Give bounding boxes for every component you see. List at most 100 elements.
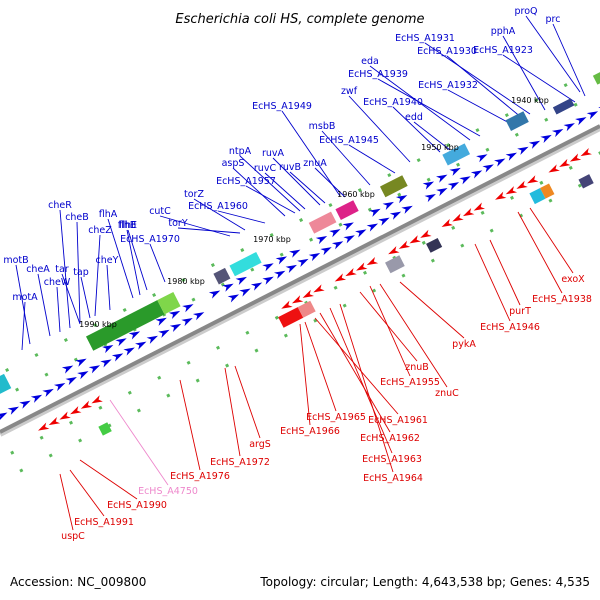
reverse-gene-arrow bbox=[580, 148, 592, 157]
leader-line bbox=[234, 365, 261, 439]
leader-line bbox=[517, 211, 563, 294]
leader-line bbox=[69, 469, 105, 517]
forward-gene-arrow bbox=[123, 347, 135, 356]
genome-backbone bbox=[0, 124, 600, 437]
gene-label: ruvB bbox=[279, 162, 301, 173]
forward-gene-arrow bbox=[169, 323, 182, 333]
leader-line bbox=[159, 215, 231, 237]
forward-gene-arrow bbox=[476, 154, 488, 163]
forward-gene-arrow bbox=[115, 338, 127, 347]
gene-cluster-navy bbox=[578, 174, 594, 189]
forward-gene-arrow bbox=[329, 229, 341, 238]
gene-label: EcHS_A1955 bbox=[380, 377, 440, 388]
gene-label: flhA bbox=[99, 209, 118, 220]
forward-gene-arrow bbox=[275, 256, 288, 265]
gene-label: znuA bbox=[303, 158, 327, 169]
gene-label: EcHS_A1970 bbox=[120, 234, 180, 245]
gene-label: EcHS_A1966 bbox=[280, 426, 340, 437]
leader-line bbox=[94, 234, 101, 317]
reverse-gene-arrow bbox=[473, 202, 486, 211]
gene-label: znuC bbox=[435, 388, 459, 399]
gene-cluster-green bbox=[86, 300, 165, 351]
gene-label: EcHS_A4750 bbox=[138, 486, 198, 497]
leader-line bbox=[474, 243, 511, 322]
reverse-gene-arrow bbox=[452, 213, 464, 222]
forward-gene-arrow bbox=[505, 152, 518, 161]
gene-labels: proQ prc pphA EcHS_A1931 EcHS_A1930EcHS_A192… bbox=[3, 6, 592, 542]
genome-summary: Topology: circular; Length: 4,643,538 bp… bbox=[259, 575, 590, 589]
gene-cluster-green bbox=[98, 422, 112, 436]
gene-label: EcHS_A1957 bbox=[216, 176, 276, 187]
forward-gene-arrow bbox=[250, 282, 263, 291]
leader-line bbox=[37, 273, 51, 337]
forward-gene-arrow bbox=[77, 371, 89, 380]
gene-label: aspS bbox=[222, 158, 245, 169]
gene-cluster-grey bbox=[385, 255, 405, 274]
leader-line bbox=[502, 35, 546, 111]
forward-gene-arrow bbox=[517, 146, 529, 155]
forward-gene-arrow bbox=[111, 353, 124, 362]
leader-line bbox=[377, 78, 481, 137]
gene-label: EcHS_A1949 bbox=[252, 101, 312, 112]
kbp-tick: 1950 kbp bbox=[421, 143, 459, 152]
reverse-gene-arrow bbox=[398, 240, 411, 249]
forward-gene-arrow bbox=[262, 276, 274, 285]
gene-label: EcHS_A1946 bbox=[480, 322, 540, 333]
leader-line bbox=[348, 95, 411, 163]
forward-gene-arrow bbox=[227, 294, 240, 303]
forward-gene-arrow bbox=[239, 288, 251, 297]
leader-line bbox=[239, 155, 301, 212]
forward-gene-arrow bbox=[297, 258, 309, 268]
leader-line bbox=[379, 283, 448, 388]
gene-cluster-grey bbox=[213, 267, 231, 285]
leader-line bbox=[359, 291, 418, 362]
gene-label: EcHS_A1962 bbox=[360, 433, 420, 444]
map-title: Escherichia coli HS, complete genome bbox=[175, 12, 424, 27]
gene-label: EcHS_A1990 bbox=[107, 500, 167, 511]
leader-line bbox=[281, 110, 341, 197]
gene-label: EcHS_A1960 bbox=[188, 201, 248, 212]
gene-label: EcHS_A1961 bbox=[368, 415, 428, 426]
gene-label: EcHS_A1930 bbox=[417, 46, 477, 57]
leader-line bbox=[106, 264, 111, 311]
leader-line bbox=[348, 144, 396, 174]
leader-line bbox=[304, 321, 337, 412]
reverse-gene-arrow bbox=[48, 417, 61, 426]
forward-gene-arrow bbox=[436, 188, 448, 197]
gene-cluster-lightgreen bbox=[157, 291, 181, 315]
forward-gene-arrow bbox=[7, 406, 20, 415]
forward-gene-arrow bbox=[447, 182, 460, 191]
gene-label: EcHS_A1939 bbox=[348, 69, 408, 80]
forward-gene-arrow bbox=[378, 217, 390, 226]
gene-features bbox=[0, 72, 600, 436]
reverse-gene-arrow bbox=[462, 207, 475, 217]
kbp-tick: 1990 kbp bbox=[79, 320, 117, 329]
gene-label: torY bbox=[168, 218, 187, 229]
forward-gene-arrow bbox=[0, 412, 8, 420]
reverse-gene-arrow bbox=[302, 289, 314, 298]
forward-gene-arrow bbox=[65, 377, 77, 386]
reverse-gene-arrow bbox=[548, 164, 560, 173]
backbone-line bbox=[0, 124, 600, 434]
forward-gene-arrow bbox=[53, 382, 66, 392]
leader-line bbox=[299, 323, 311, 426]
forward-gene-arrow bbox=[551, 128, 564, 138]
leader-line bbox=[21, 301, 26, 351]
gene-cluster-cyan bbox=[229, 251, 262, 277]
reverse-gene-arrow bbox=[80, 400, 93, 409]
gene-label: cheW bbox=[44, 277, 71, 288]
forward-gene-arrow bbox=[482, 164, 494, 173]
forward-gene-arrow bbox=[289, 249, 301, 258]
gene-label: motB bbox=[3, 255, 28, 266]
leader-line bbox=[314, 167, 346, 198]
reverse-gene-arrow bbox=[366, 257, 379, 266]
gene-cluster-navy bbox=[552, 98, 575, 115]
leader-line bbox=[321, 130, 371, 186]
gene-label: edd bbox=[405, 112, 423, 123]
gene-label: flhB bbox=[118, 220, 137, 231]
gene-label: cheZ bbox=[88, 225, 112, 236]
guide-dash-row bbox=[10, 151, 600, 455]
gene-label: cheY bbox=[96, 255, 119, 266]
gene-cluster-magenta bbox=[335, 200, 359, 220]
leader-line bbox=[109, 399, 169, 486]
